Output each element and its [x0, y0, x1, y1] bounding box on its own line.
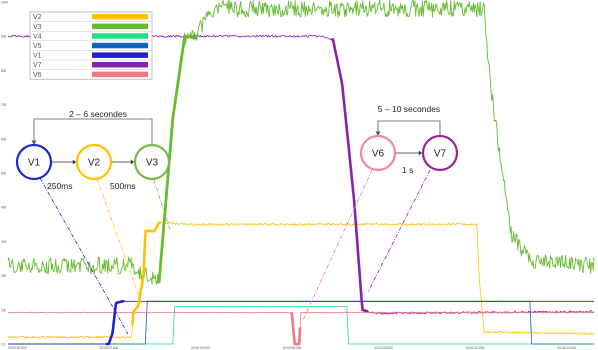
- arrowhead-v6-v7: [418, 150, 422, 156]
- y-axis: 0.0 100 200 300 400 500 600 700 800 900 1000: [1, 1, 8, 347]
- x-axis: 00:00:00.000 00:00:02.000 00:00:04.000 00:0…: [8, 346, 576, 350]
- highlight-transition-v7: [330, 38, 369, 313]
- state-circle-v6: [359, 134, 397, 172]
- state-circle-v3: [133, 143, 171, 181]
- y-tick-label: 800: [1, 69, 7, 73]
- y-tick-label: 600: [1, 137, 7, 141]
- state-circle-v2: [75, 143, 113, 181]
- legend-label-v4: V4: [33, 33, 42, 40]
- label-delay-v1-v2: 250ms: [47, 181, 73, 191]
- x-tick-label: 00:00:04.000: [191, 346, 210, 350]
- arrowhead-left: [31, 140, 37, 145]
- legend-swatch-v5: [92, 42, 148, 49]
- callout-line-v6: [302, 169, 373, 321]
- legend-swatch-v6: [92, 71, 148, 78]
- legend-swatch-v1: [92, 52, 148, 58]
- legend-swatch-v2: [92, 14, 148, 20]
- state-label-v7: V7: [434, 149, 447, 160]
- y-tick-label: 1000: [1, 1, 8, 5]
- legend-swatch-v4: [92, 33, 148, 39]
- legend-label-v1: V1: [33, 53, 42, 60]
- series-layer: [7, 0, 595, 346]
- legend-label-v7: V7: [33, 62, 42, 69]
- arrowhead-v2-v3: [130, 159, 134, 165]
- bracket-right: [377, 120, 441, 136]
- legend-swatch-v3: [92, 23, 148, 30]
- series-line-v6: [8, 311, 595, 345]
- y-tick-label: 900: [1, 35, 7, 39]
- arrowhead-right: [375, 131, 381, 136]
- y-tick-label: 400: [1, 206, 7, 210]
- x-tick-label: 00:00:06.000: [283, 346, 302, 350]
- legend-label-v2: V2: [33, 14, 42, 21]
- highlight-transition-v2: [131, 221, 162, 326]
- arrowhead-v1-v2: [72, 159, 76, 165]
- legend: V2 V3 V4 V5 V1 V7 V6: [29, 11, 153, 80]
- state-label-v2: V2: [88, 158, 101, 169]
- label-delay-v6-v7: 1 s: [402, 165, 413, 175]
- x-tick-label: 00:00:08.000: [374, 346, 393, 350]
- callout-line-v2: [96, 178, 143, 305]
- label-group-left-duration: 2 – 6 secondes: [69, 109, 127, 119]
- state-label-v1: V1: [28, 158, 41, 169]
- state-circle-v7: [421, 134, 459, 172]
- legend-label-v5: V5: [33, 43, 42, 50]
- highlight-transition-v6: [290, 311, 302, 346]
- x-tick-label: 00:00:12.000: [557, 346, 576, 350]
- y-tick-label: 700: [1, 103, 7, 107]
- legend-label-v6: V6: [33, 72, 42, 79]
- legend-label-v3: V3: [33, 24, 42, 31]
- series-line-v2: [7, 221, 595, 339]
- y-tick-label: 300: [1, 240, 7, 244]
- y-tick-label: 0.0: [1, 343, 6, 347]
- x-tick-label: 00:00:02.000: [100, 346, 119, 350]
- legend-swatch-v7: [92, 62, 148, 68]
- callout-layer: [39, 169, 431, 335]
- x-tick-label: 00:00:10.000: [466, 346, 485, 350]
- callout-line-v1: [39, 177, 129, 335]
- label-delay-v2-v3: 500ms: [110, 181, 136, 191]
- state-label-v3: V3: [146, 158, 159, 169]
- highlight-transition-v3: [156, 34, 198, 284]
- callout-line-v3: [153, 179, 171, 231]
- state-circle-v1: [15, 143, 53, 181]
- x-tick-label: 00:00:00.000: [8, 346, 27, 350]
- state-label-v6: V6: [372, 149, 385, 160]
- callout-line-v7: [367, 169, 431, 293]
- annotations: 2 – 6 secondes 5 – 10 secondes 250ms 500ms 1…: [15, 104, 459, 191]
- y-tick-label: 200: [1, 274, 7, 278]
- bracket-left: [33, 118, 153, 145]
- series-line-v3: [7, 0, 595, 285]
- y-tick-label: 500: [1, 172, 7, 176]
- y-tick-label: 100: [1, 308, 7, 312]
- label-group-right-duration: 5 – 10 secondes: [378, 104, 440, 114]
